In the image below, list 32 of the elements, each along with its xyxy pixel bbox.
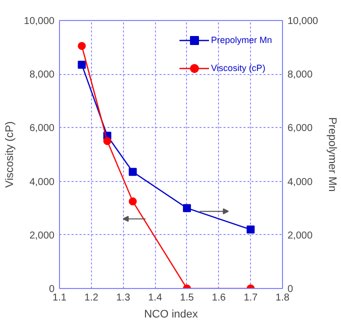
y-tick-label: 4,000 [29, 176, 55, 188]
y2-tick-label: 8,000 [288, 70, 313, 81]
x-tick-label: 1.8 [276, 292, 290, 304]
point [182, 204, 191, 212]
y-tick-label: 8,000 [29, 70, 55, 81]
point [246, 226, 255, 234]
y-tick-label: 10,000 [24, 16, 55, 27]
y2-tick-label: 0 [288, 284, 294, 295]
x-tick-label: 1.3 [116, 292, 131, 304]
point [78, 60, 86, 69]
x-tick-label: 1.7 [244, 292, 258, 304]
legend-label: Viscosity (cP) [210, 63, 266, 73]
y2-tick-label: 6,000 [288, 123, 313, 134]
point [103, 137, 112, 146]
x-tick-label: 1.6 [212, 292, 226, 304]
x-tick-label: 1.1 [52, 292, 67, 304]
legend-label: Prepolymer Mn [210, 35, 272, 45]
point [78, 42, 86, 50]
y2-tick-label: 10,000 [288, 16, 319, 27]
y-tick-label: 2,000 [29, 230, 55, 242]
x-tick-label: 1.5 [180, 292, 194, 304]
x-axis-title: NCO index [144, 308, 198, 320]
y2-axis-title: Prepolymer Mn [326, 117, 338, 192]
point [128, 197, 137, 206]
y2-tick-label: 4,000 [288, 176, 313, 188]
x-tick-label: 1.2 [84, 292, 99, 304]
y-tick-label: 6,000 [29, 123, 55, 134]
y-axis-title: Viscosity (cP) [4, 121, 16, 188]
point [128, 168, 137, 176]
y2-tick-label: 2,000 [288, 230, 313, 242]
x-tick-label: 1.4 [148, 292, 162, 304]
y-tick-label: 0 [48, 284, 55, 295]
